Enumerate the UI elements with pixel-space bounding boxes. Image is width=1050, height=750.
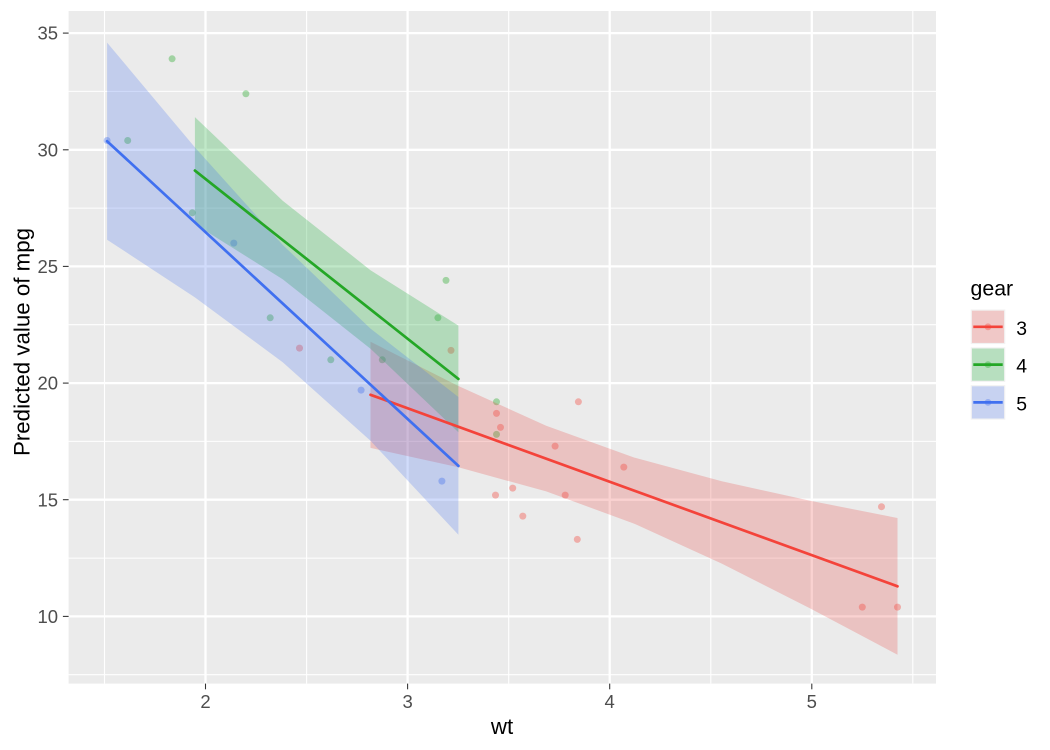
svg-text:Predicted value of mpg: Predicted value of mpg	[10, 228, 35, 456]
svg-text:wt: wt	[490, 714, 514, 739]
svg-text:gear: gear	[971, 276, 1014, 300]
svg-text:15: 15	[38, 489, 59, 510]
svg-text:20: 20	[38, 373, 59, 394]
svg-text:30: 30	[38, 139, 59, 160]
svg-text:3: 3	[1016, 318, 1027, 340]
svg-text:4: 4	[605, 691, 615, 712]
svg-text:3: 3	[402, 691, 412, 712]
svg-text:4: 4	[1016, 356, 1027, 378]
svg-text:2: 2	[200, 691, 210, 712]
svg-text:25: 25	[38, 256, 59, 277]
svg-text:10: 10	[38, 606, 59, 627]
svg-text:35: 35	[38, 23, 59, 44]
svg-text:5: 5	[807, 691, 817, 712]
svg-text:5: 5	[1016, 394, 1027, 416]
